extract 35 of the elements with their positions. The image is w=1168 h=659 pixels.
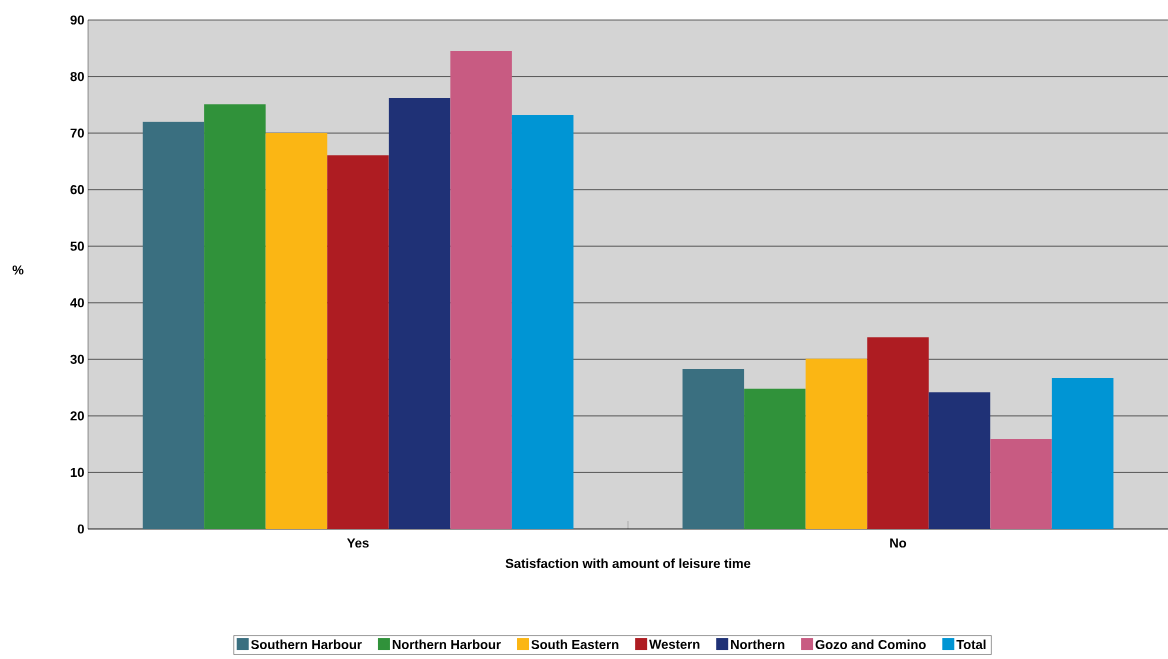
y-tick-label: 0 (77, 524, 84, 534)
y-tick-label: 60 (70, 185, 84, 195)
y-tick-label: 40 (70, 298, 84, 308)
legend-label: South Eastern (531, 639, 619, 650)
x-tick-label: No (890, 538, 907, 548)
bar (744, 388, 806, 529)
x-axis-title: Satisfaction with amount of leisure time (505, 558, 751, 568)
y-tick-label: 20 (70, 411, 84, 421)
bar (204, 104, 266, 529)
y-tick-label: 70 (70, 128, 84, 138)
y-axis-title: % (12, 265, 24, 275)
legend-label: Northern (731, 639, 785, 650)
legend-label: Total (956, 639, 986, 650)
bar (990, 439, 1052, 529)
y-tick-label: 90 (70, 15, 84, 25)
bar (682, 368, 745, 529)
bar (265, 133, 328, 529)
y-tick-label: 30 (70, 354, 84, 364)
bar (1051, 377, 1114, 529)
legend-label: Northern Harbour (392, 639, 501, 650)
bar (511, 115, 574, 529)
legend-label: Western (649, 639, 700, 649)
bar (327, 155, 389, 529)
legend-label: Southern Harbour (251, 639, 362, 650)
y-tick-label: 50 (70, 241, 84, 251)
bar (450, 51, 512, 529)
bar (142, 121, 205, 529)
bar (867, 337, 929, 529)
bar (388, 98, 451, 529)
x-tick-label: Yes (347, 538, 369, 548)
y-tick-label: 10 (70, 467, 84, 478)
bar (805, 358, 868, 529)
bar (928, 392, 991, 529)
legend-label: Gozo and Comino (815, 639, 926, 650)
y-tick-label: 80 (70, 71, 84, 82)
